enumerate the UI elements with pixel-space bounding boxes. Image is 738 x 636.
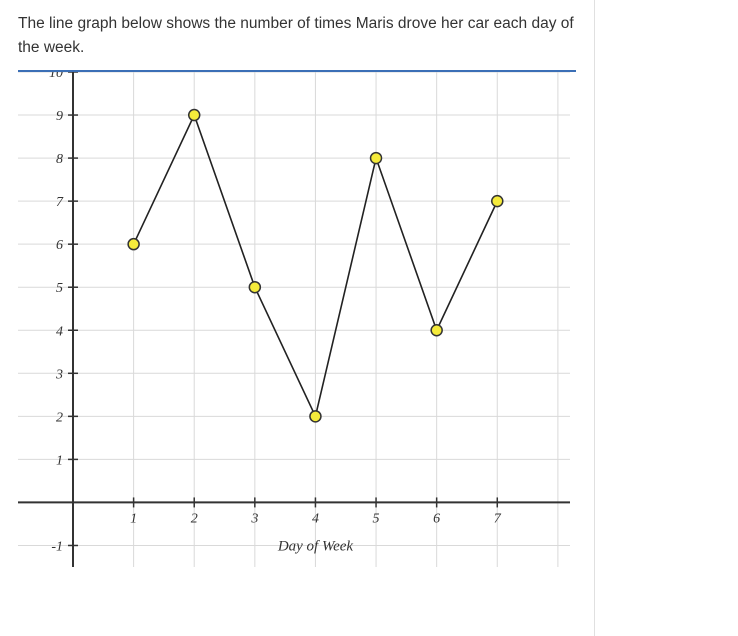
line-chart: -1 1 2 3 4 5 6 7 8 9 10 1 2 3 4 5 6 7 Day of Week [18, 72, 578, 627]
y-tick-label: 1 [56, 453, 63, 468]
y-tick-label: -1 [51, 540, 63, 555]
y-tick-label: 2 [56, 410, 63, 425]
data-point [189, 110, 200, 121]
data-point [249, 282, 260, 293]
prompt-text: The line graph below shows the number of… [18, 12, 576, 60]
y-tick-label: 9 [56, 109, 63, 124]
x-tick-label: 3 [250, 511, 258, 526]
data-point [128, 239, 139, 250]
x-tick-label: 5 [373, 511, 380, 526]
y-tick-label: 8 [56, 152, 63, 167]
y-tick-label: 6 [56, 238, 63, 253]
y-tick-label: 5 [56, 281, 63, 296]
x-tick-label: 1 [130, 511, 137, 526]
x-axis-label: Day of Week [277, 538, 354, 554]
x-tick-label: 6 [433, 511, 440, 526]
side-panel [595, 0, 738, 636]
y-tick-label: 7 [56, 195, 64, 210]
data-point [371, 153, 382, 164]
data-point [492, 196, 503, 207]
y-tick-label: 4 [56, 324, 63, 339]
x-tick-label: 7 [494, 511, 502, 526]
y-tick-label: 3 [55, 367, 63, 382]
y-tick-label: 10 [49, 72, 63, 81]
data-point [431, 325, 442, 336]
data-point [310, 411, 321, 422]
x-tick-label: 2 [191, 511, 198, 526]
x-tick-label: 4 [312, 511, 319, 526]
